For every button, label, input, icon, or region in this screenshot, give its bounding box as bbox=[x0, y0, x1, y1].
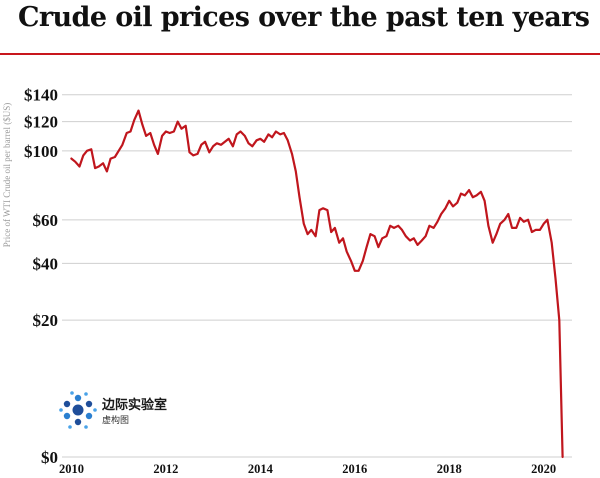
watermark-logo: 边际实验室 虚构图 bbox=[58, 388, 208, 432]
y-tick-label: $100 bbox=[24, 142, 58, 161]
logo-subtitle: 虚构图 bbox=[102, 416, 130, 426]
title-rule bbox=[0, 53, 600, 55]
x-tick-labels: 2010 2012 2014 2016 2018 2020 bbox=[59, 462, 556, 476]
x-tick-label: 2010 bbox=[59, 462, 84, 476]
x-tick-label: 2018 bbox=[437, 462, 462, 476]
x-tick-label: 2020 bbox=[531, 462, 556, 476]
x-tick-label: 2014 bbox=[248, 462, 274, 476]
y-tick-label: $120 bbox=[24, 113, 58, 132]
x-tick-label: 2012 bbox=[153, 462, 178, 476]
gridlines bbox=[62, 94, 572, 458]
y-tick-label: $140 bbox=[24, 86, 58, 105]
y-axis-label: Price of WTI Crude oil per barrel ($US) bbox=[2, 103, 12, 248]
page-title: Crude oil prices over the past ten years bbox=[18, 2, 590, 33]
y-tick-label: $60 bbox=[33, 211, 59, 230]
series-line bbox=[70, 109, 564, 459]
y-tick-label: $0 bbox=[41, 448, 58, 467]
y-tick-label: $20 bbox=[33, 311, 59, 330]
y-tick-label: $40 bbox=[33, 254, 59, 273]
logo-name: 边际实验室 bbox=[102, 398, 168, 413]
y-tick-labels: $0 $20 $40 $60 $100 $120 $140 bbox=[24, 86, 58, 467]
x-tick-label: 2016 bbox=[342, 462, 367, 476]
logo-dots-icon bbox=[59, 391, 97, 429]
